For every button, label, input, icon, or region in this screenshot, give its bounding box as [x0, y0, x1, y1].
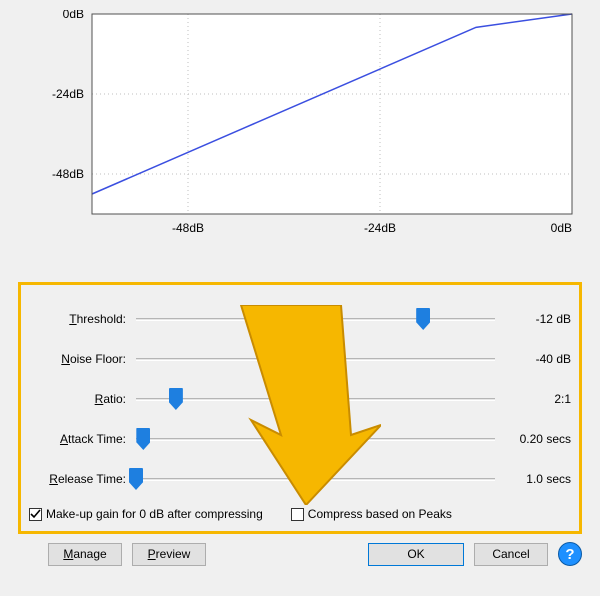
- compress-peaks-label: Compress based on Peaks: [308, 507, 452, 521]
- noise-floor-value: -40 dB: [495, 352, 573, 366]
- ok-button[interactable]: OK: [368, 543, 464, 566]
- threshold-value: -12 dB: [495, 312, 573, 326]
- svg-text:-48dB: -48dB: [52, 167, 84, 181]
- compressor-curve-chart: 0dB -24dB -48dB -48dB -24dB 0dB: [18, 10, 582, 260]
- release-time-label: Release Time:: [27, 472, 136, 486]
- ratio-value: 2:1: [495, 392, 573, 406]
- threshold-slider[interactable]: [136, 309, 495, 329]
- cancel-button[interactable]: Cancel: [474, 543, 548, 566]
- makeup-gain-checkbox[interactable]: Make-up gain for 0 dB after compressing: [29, 507, 263, 521]
- help-button[interactable]: ?: [558, 542, 582, 566]
- attack-time-value: 0.20 secs: [495, 432, 573, 446]
- preview-button[interactable]: Preview: [132, 543, 206, 566]
- compress-peaks-checkbox[interactable]: Compress based on Peaks: [291, 507, 452, 521]
- svg-text:0dB: 0dB: [551, 221, 572, 235]
- svg-text:-24dB: -24dB: [52, 87, 84, 101]
- manage-button[interactable]: Manage: [48, 543, 122, 566]
- release-time-slider[interactable]: [136, 469, 495, 489]
- attack-time-label: Attack Time:: [27, 432, 136, 446]
- release-time-value: 1.0 secs: [495, 472, 573, 486]
- dialog-button-row: Manage Preview OK Cancel ?: [18, 534, 582, 566]
- ratio-label: Ratio:: [27, 392, 136, 406]
- svg-text:-48dB: -48dB: [172, 221, 204, 235]
- ratio-slider[interactable]: [136, 389, 495, 409]
- attack-time-slider[interactable]: [136, 429, 495, 449]
- controls-panel: Threshold: -12 dB Noise Floor: -40 dB Ra…: [18, 282, 582, 534]
- noise-floor-label: Noise Floor:: [27, 352, 136, 366]
- noise-floor-slider[interactable]: [136, 349, 495, 369]
- svg-text:-24dB: -24dB: [364, 221, 396, 235]
- makeup-gain-label: Make-up gain for 0 dB after compressing: [46, 507, 263, 521]
- svg-text:0dB: 0dB: [63, 10, 84, 21]
- threshold-label: Threshold:: [27, 312, 136, 326]
